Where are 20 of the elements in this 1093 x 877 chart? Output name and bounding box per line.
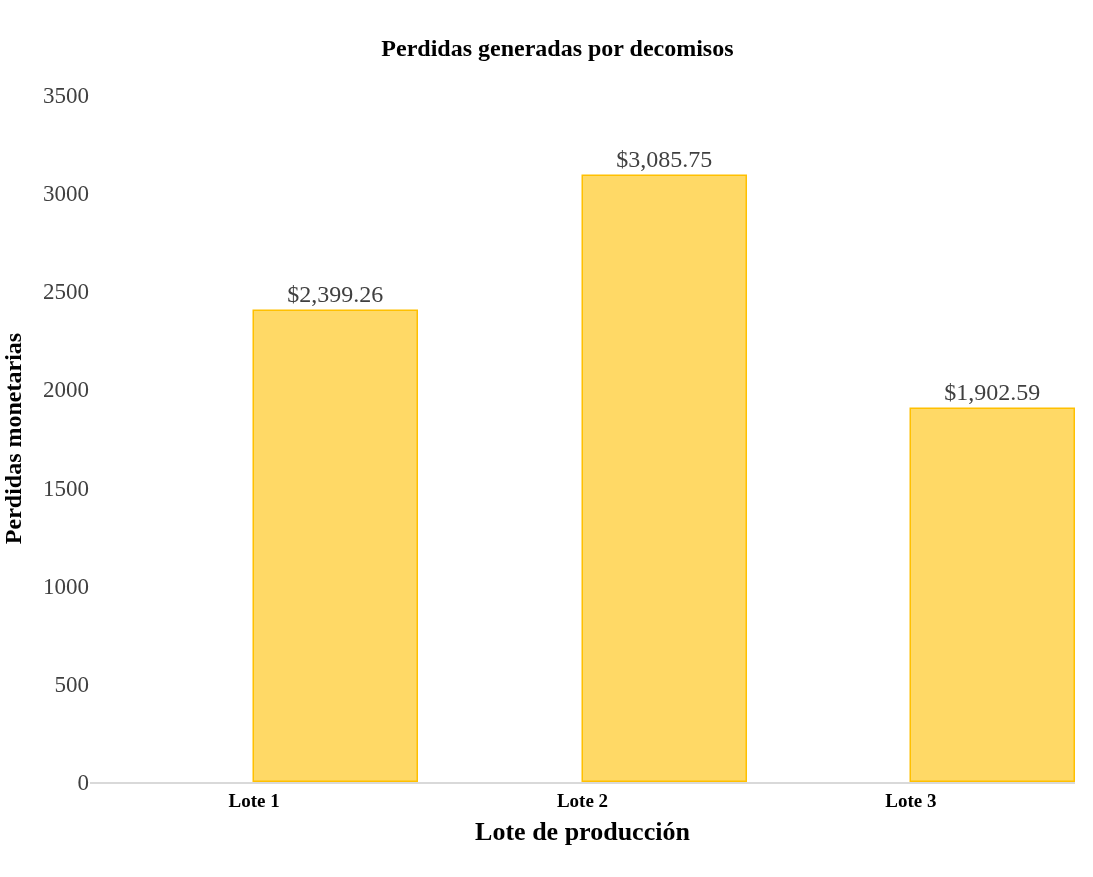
x-tick-label: Lote 1 (228, 789, 280, 811)
bar (909, 407, 1075, 782)
y-tick-label: 2500 (43, 279, 89, 305)
chart-title: Perdidas generadas por decomisos (381, 35, 734, 62)
y-tick-label: 1000 (43, 573, 89, 599)
bar (581, 174, 747, 782)
y-tick-label: 3000 (43, 181, 89, 207)
y-axis-title: Perdidas monetarias (0, 332, 27, 545)
x-tick-label: Lote 2 (556, 789, 609, 811)
y-tick-label: 3500 (43, 83, 89, 109)
y-tick-label: 0 (77, 770, 89, 796)
y-tick-label: 500 (54, 671, 89, 697)
y-tick-label: 1500 (43, 475, 89, 501)
y-tick-label: 2000 (43, 377, 89, 403)
data-label: $3,085.75 (616, 146, 713, 173)
data-label: $2,399.26 (287, 281, 384, 308)
x-tick-label: Lote 3 (885, 789, 937, 811)
x-axis-title: Lote de producción (475, 816, 691, 846)
bar (252, 309, 418, 782)
data-label: $1,902.59 (944, 379, 1041, 406)
